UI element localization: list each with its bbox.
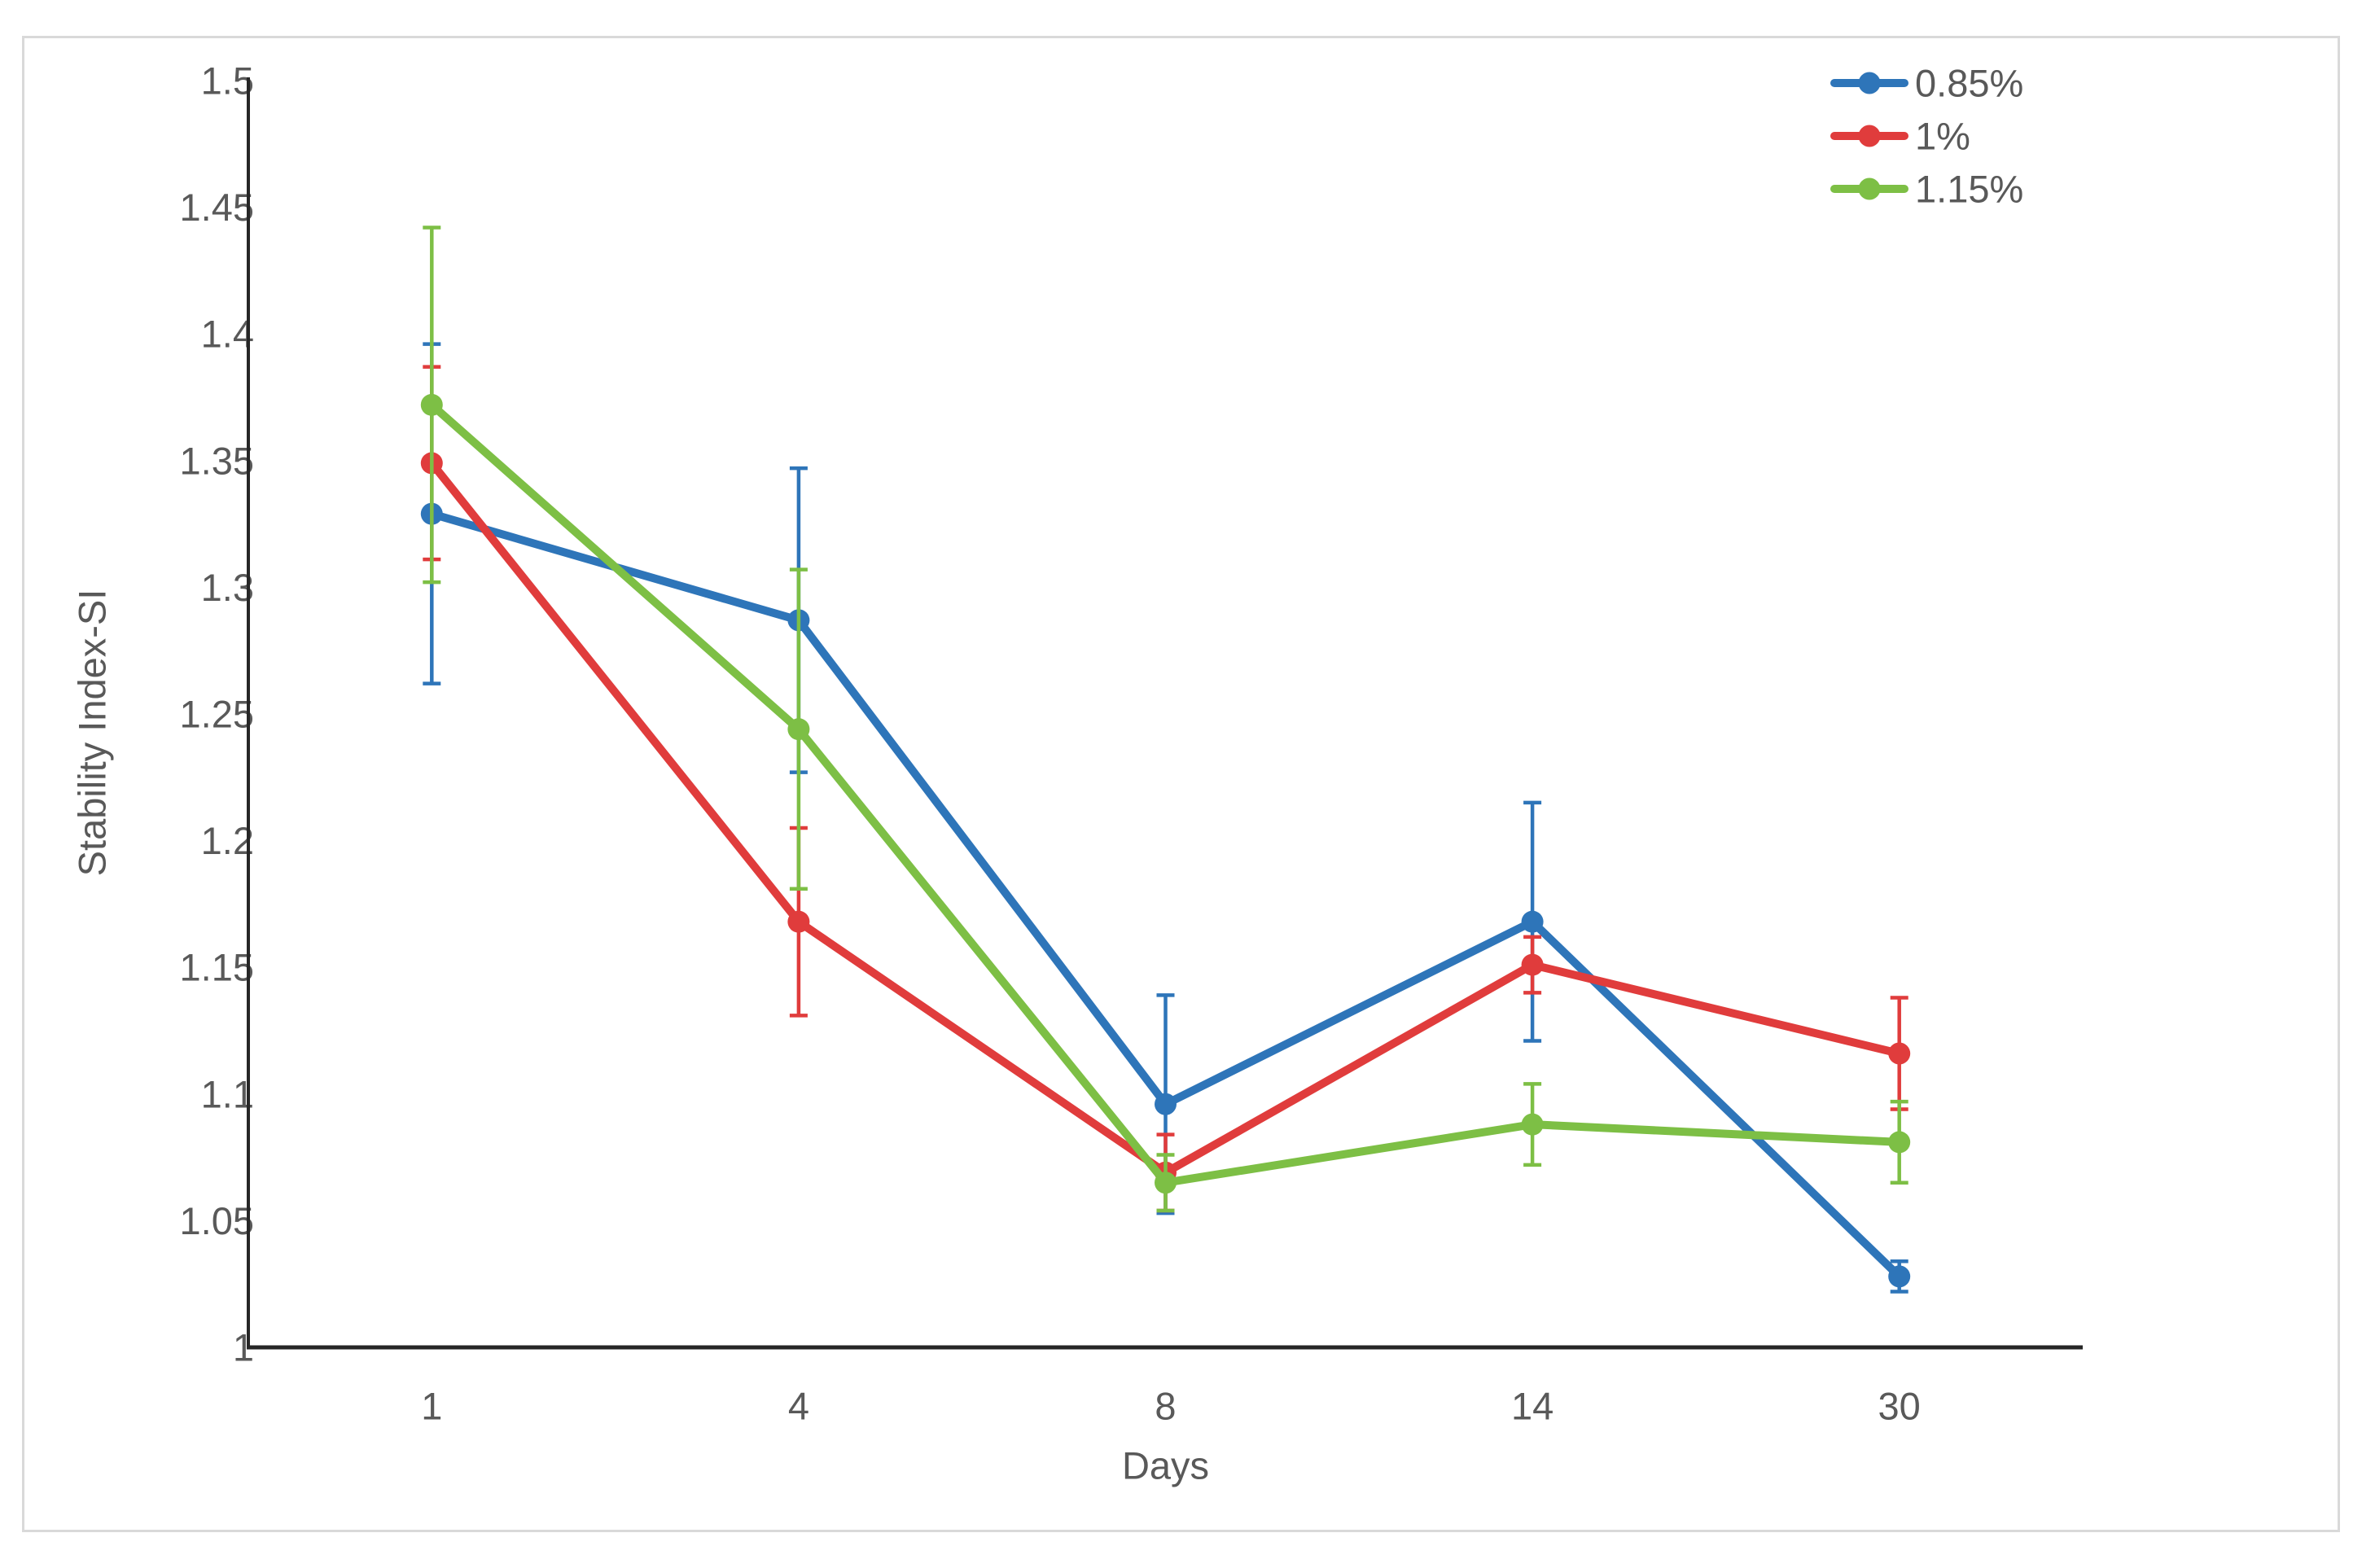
y-tick-label: 1.45 (180, 186, 254, 229)
y-tick-label: 1.1 (201, 1072, 254, 1115)
data-point-marker (1888, 1265, 1911, 1288)
legend-label: 1.15% (1915, 168, 2023, 211)
legend: 0.85% 1% 1.15% (1830, 62, 2023, 211)
y-tick-label: 1.3 (201, 566, 254, 609)
legend-marker-dot (1858, 125, 1881, 147)
legend-item: 1% (1830, 115, 1970, 158)
y-tick-label: 1.2 (201, 819, 254, 862)
x-axis-title: Days (1122, 1444, 1209, 1487)
series-1.15% (420, 226, 1911, 1213)
data-point-marker (1888, 1042, 1911, 1065)
legend-item: 0.85% (1830, 62, 2023, 105)
y-tick-label: 1.4 (201, 313, 254, 356)
legend-label: 1% (1915, 115, 1970, 158)
legend-item: 1.15% (1830, 168, 2023, 211)
y-tick-label: 1.05 (180, 1199, 254, 1242)
data-point-marker (787, 910, 810, 933)
x-tick-label: 14 (1511, 1385, 1553, 1428)
x-axis-tick-labels: 1 4 8 14 30 (421, 1385, 1921, 1428)
y-tick-label: 1.15 (180, 946, 254, 989)
x-tick-label: 1 (421, 1385, 442, 1428)
data-point-marker (1521, 953, 1544, 976)
y-tick-label: 1.25 (180, 693, 254, 736)
y-tick-label: 1.35 (180, 439, 254, 482)
y-tick-label: 1.5 (201, 59, 254, 103)
data-point-marker (420, 393, 443, 416)
x-tick-label: 8 (1155, 1385, 1176, 1428)
data-point-marker (787, 718, 810, 741)
x-tick-label: 30 (1878, 1385, 1921, 1428)
legend-marker-dot (1858, 177, 1881, 200)
data-point-marker (1155, 1093, 1177, 1115)
x-tick-label: 4 (788, 1385, 809, 1428)
legend-label: 0.85% (1915, 62, 2023, 105)
data-point-marker (1155, 1172, 1177, 1194)
data-point-marker (1521, 910, 1544, 933)
y-axis-tick-labels: 11.051.11.151.21.251.31.351.41.451.5 (180, 59, 254, 1369)
data-point-marker (1888, 1131, 1911, 1154)
data-point-marker (1521, 1113, 1544, 1136)
legend-marker-dot (1858, 72, 1881, 94)
y-axis-title: Stability Index-SI (71, 589, 114, 877)
